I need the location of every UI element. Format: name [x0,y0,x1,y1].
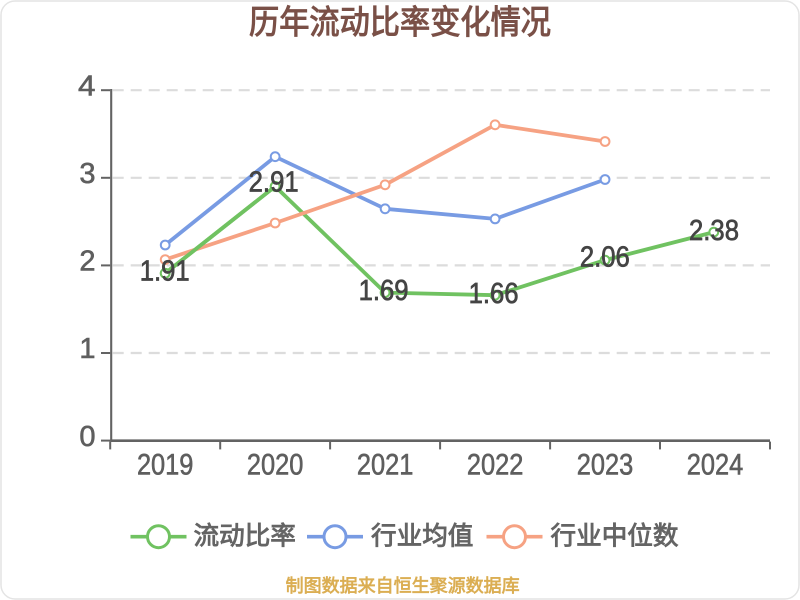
svg-text:行业中位数: 行业中位数 [550,521,679,551]
svg-text:行业均值: 行业均值 [370,521,473,551]
svg-text:1: 1 [79,333,95,365]
svg-text:流动比率: 流动比率 [194,521,296,551]
svg-text:2022: 2022 [467,449,524,482]
svg-text:1.66: 1.66 [469,278,519,310]
svg-text:2019: 2019 [137,449,194,482]
svg-text:4: 4 [78,70,96,102]
svg-text:2021: 2021 [357,449,414,482]
svg-text:制图数据来自恒生聚源数据库: 制图数据来自恒生聚源数据库 [286,575,520,596]
svg-text:2: 2 [79,246,95,278]
svg-text:2020: 2020 [247,449,304,482]
svg-text:1.91: 1.91 [140,256,190,288]
svg-text:2.91: 2.91 [249,167,299,199]
svg-text:1.69: 1.69 [359,275,409,307]
svg-text:2024: 2024 [687,449,744,482]
svg-text:历年流动比率变化情况: 历年流动比率变化情况 [249,4,551,41]
svg-text:2.06: 2.06 [580,241,630,273]
svg-text:3: 3 [79,158,95,190]
svg-text:2023: 2023 [577,449,634,482]
svg-text:0: 0 [79,421,95,453]
svg-text:2.38: 2.38 [689,215,739,247]
